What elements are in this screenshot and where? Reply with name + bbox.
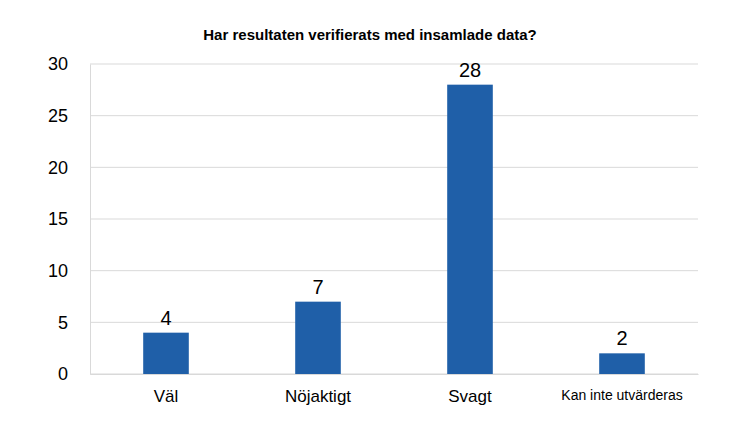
grid-line [90,219,698,220]
category-label: Nöjaktigt [285,387,351,406]
title: Har resultaten verifierats med insamlade… [203,26,536,43]
tick: Nöjaktigt [285,374,351,406]
bar [295,302,341,374]
bar [599,353,645,374]
bar [143,333,189,374]
tick-label: 30 [48,54,68,74]
y-axis: 0 5 10 15 20 25 30 [48,54,91,384]
category-label: Väl [154,387,179,406]
tick: Kan inte utvärderas [561,374,682,403]
tick: 25 [48,106,90,126]
tick: 20 [48,158,90,178]
tick-label: 0 [58,364,68,384]
category-label: Svagt [448,387,492,406]
tick-label: 20 [48,158,68,178]
data-label: 4 [160,307,171,329]
chart: Har resultaten verifierats med insamlade… [0,0,750,436]
tick-label: 25 [48,106,68,126]
data-label: 28 [459,59,481,81]
tick: Svagt [448,374,492,406]
tick: 30 [48,54,90,74]
tick-label: 15 [48,209,68,229]
grid [90,64,698,374]
tick: Väl [154,374,179,406]
tick-label: 5 [58,313,68,333]
data-label: 7 [312,276,323,298]
tick-label: 10 [48,261,68,281]
grid-line [90,270,698,271]
data-label: 2 [616,327,627,349]
tick: 10 [48,261,90,281]
x-axis-line [91,374,699,375]
tick: 0 [58,364,90,384]
grid-line [90,167,698,168]
tick: 5 [58,313,90,333]
y-axis-line [90,65,91,375]
grid-line [90,322,698,323]
tick: 15 [48,209,90,229]
data-labels: 4 7 28 2 [160,59,627,350]
bars [143,85,645,374]
bar [447,85,493,374]
plot: 0 5 10 15 20 25 30 Väl Nöjaktigt Svagt Kan inte ut… [48,54,699,406]
category-label: Kan inte utvärderas [561,387,682,403]
grid-line [90,64,698,65]
x-axis: Väl Nöjaktigt Svagt Kan inte utvärderas [91,374,699,406]
grid-line [90,115,698,116]
